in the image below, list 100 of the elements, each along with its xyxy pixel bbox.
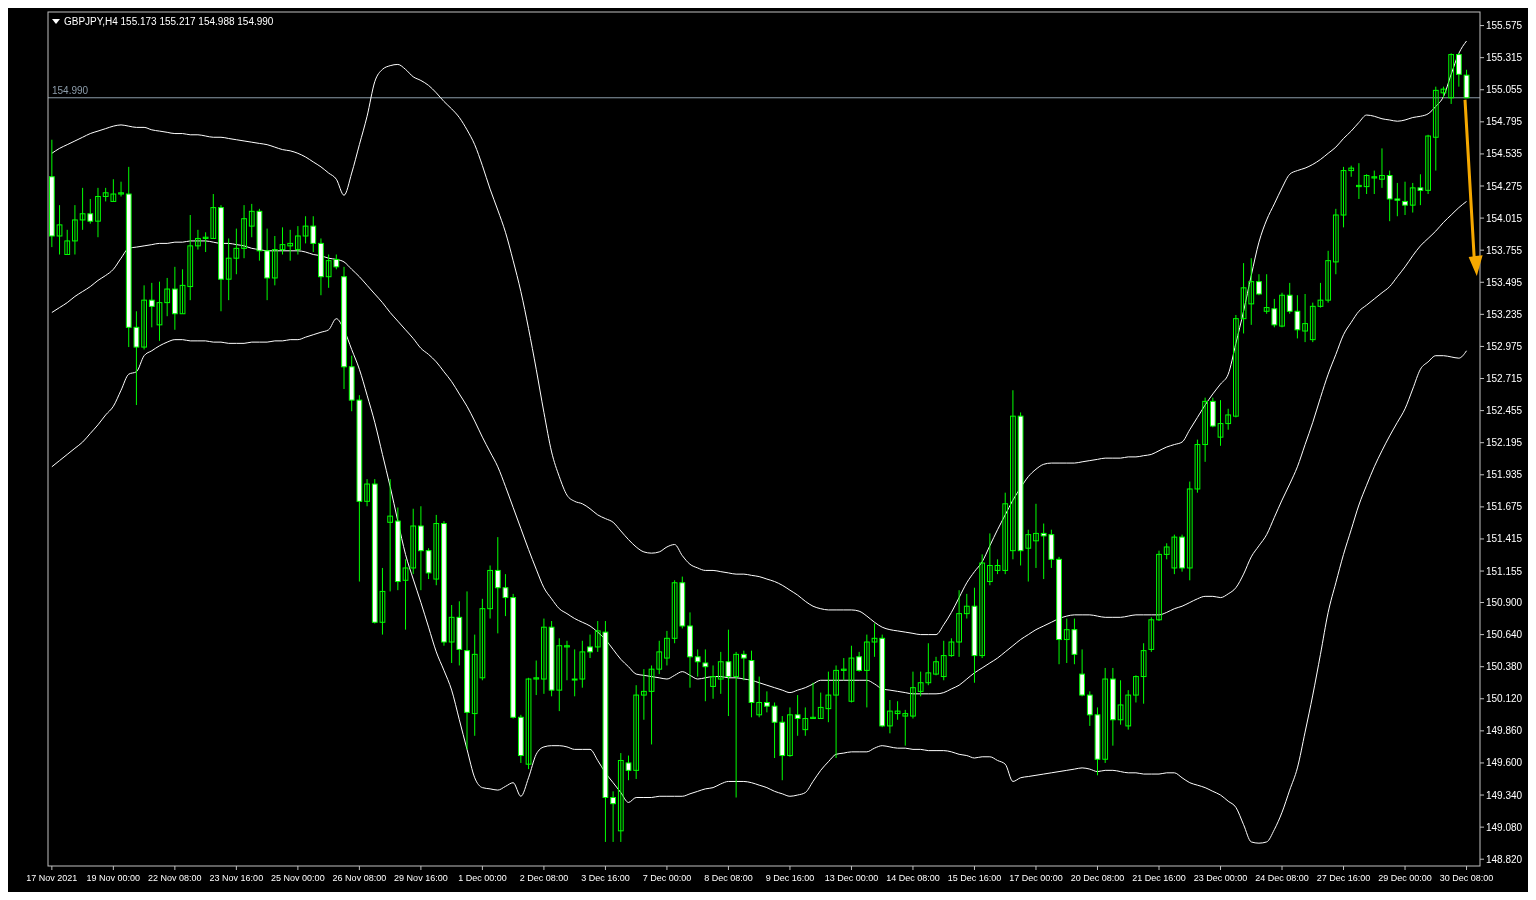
y-tick-label: 150.640 bbox=[1486, 629, 1523, 641]
x-tick-label: 2 Dec 08:00 bbox=[519, 873, 569, 883]
candlestick bbox=[986, 532, 993, 586]
candlestick bbox=[933, 656, 939, 676]
y-tick-label: 150.120 bbox=[1486, 693, 1523, 705]
candlestick bbox=[1325, 250, 1332, 304]
candlestick bbox=[1279, 292, 1285, 328]
y-tick-label: 153.755 bbox=[1486, 244, 1523, 256]
y-tick-label: 155.315 bbox=[1486, 52, 1523, 64]
candlestick bbox=[640, 668, 647, 721]
candlestick bbox=[956, 589, 962, 658]
candlestick bbox=[833, 664, 839, 759]
candlestick bbox=[694, 648, 701, 678]
candlestick bbox=[810, 682, 816, 720]
candlestick bbox=[487, 565, 493, 620]
candlestick bbox=[740, 650, 747, 681]
x-tick-label: 14 Dec 08:00 bbox=[886, 873, 940, 883]
candlestick bbox=[141, 284, 147, 351]
candlestick bbox=[856, 651, 863, 673]
candlestick bbox=[710, 664, 716, 700]
y-tick-label: 151.415 bbox=[1486, 533, 1523, 545]
candlestick bbox=[887, 699, 893, 734]
candlestick bbox=[1079, 648, 1085, 697]
candlestick bbox=[764, 690, 770, 713]
candlestick bbox=[1463, 69, 1470, 99]
candlestick bbox=[1302, 293, 1308, 343]
y-tick-label: 149.860 bbox=[1486, 725, 1523, 737]
x-tick-label: 30 Dec 08:00 bbox=[1439, 873, 1494, 883]
x-tick-label: 19 Nov 00:00 bbox=[86, 873, 141, 883]
x-tick-label: 22 Nov 08:00 bbox=[148, 873, 202, 883]
ref-line-label: 154.990 bbox=[52, 84, 89, 96]
candlestick bbox=[1202, 397, 1209, 463]
y-tick-label: 149.080 bbox=[1486, 821, 1523, 833]
candlestick bbox=[295, 225, 301, 255]
line-series bbox=[51, 40, 1468, 636]
candlestick bbox=[541, 618, 547, 695]
y-tick-label: 154.535 bbox=[1486, 148, 1523, 160]
candlestick bbox=[241, 204, 247, 259]
chart-title: GBPJPY,H4 155.173 155.217 154.988 154.990 bbox=[64, 16, 274, 27]
candlestick bbox=[610, 790, 616, 843]
x-tick-label: 17 Dec 00:00 bbox=[1009, 873, 1063, 883]
y-tick-label: 152.455 bbox=[1486, 405, 1523, 417]
y-tick-label: 149.340 bbox=[1486, 789, 1523, 801]
x-tick-label: 20 Dec 08:00 bbox=[1070, 873, 1125, 883]
candlestick bbox=[1356, 162, 1362, 200]
candlestick bbox=[1033, 503, 1039, 569]
candlestick bbox=[64, 229, 71, 255]
y-tick-label: 149.600 bbox=[1486, 757, 1523, 769]
y-tick-label: 153.235 bbox=[1486, 308, 1523, 320]
y-tick-label: 155.575 bbox=[1486, 20, 1523, 32]
x-tick-label: 24 Dec 08:00 bbox=[1255, 873, 1309, 883]
candlestick bbox=[1010, 389, 1016, 560]
candlestick bbox=[1233, 314, 1239, 418]
y-tick-label: 151.675 bbox=[1486, 501, 1523, 513]
candlestick bbox=[564, 640, 570, 681]
candlestick bbox=[1156, 550, 1162, 622]
x-tick-label: 23 Dec 00:00 bbox=[1193, 873, 1248, 883]
x-tick-label: 29 Dec 00:00 bbox=[1378, 873, 1432, 883]
candlestick bbox=[1140, 642, 1147, 705]
y-tick-label: 150.380 bbox=[1486, 661, 1523, 673]
y-tick-label: 154.275 bbox=[1486, 180, 1523, 192]
x-tick-label: 27 Dec 16:00 bbox=[1316, 873, 1371, 883]
x-tick-label: 15 Dec 16:00 bbox=[947, 873, 1002, 883]
y-tick-label: 148.820 bbox=[1486, 853, 1523, 865]
candlestick bbox=[118, 181, 124, 197]
y-tick-label: 152.975 bbox=[1486, 340, 1523, 352]
candlestick bbox=[72, 204, 78, 255]
candlestick bbox=[910, 671, 916, 720]
y-tick-label: 152.195 bbox=[1486, 437, 1523, 449]
x-tick-label: 13 Dec 00:00 bbox=[824, 873, 879, 883]
x-tick-label: 17 Nov 2021 bbox=[26, 873, 78, 883]
candlestick bbox=[1133, 674, 1139, 703]
x-tick-label: 9 Dec 16:00 bbox=[765, 873, 815, 883]
candlestick bbox=[787, 706, 793, 758]
x-tick-label: 1 Dec 00:00 bbox=[458, 873, 507, 883]
candlestick bbox=[1455, 52, 1462, 88]
candlestick bbox=[587, 634, 593, 659]
y-tick-label: 153.495 bbox=[1486, 276, 1523, 288]
y-tick-label: 154.795 bbox=[1486, 116, 1523, 128]
x-tick-label: 23 Nov 16:00 bbox=[209, 873, 264, 883]
y-tick-label: 150.900 bbox=[1486, 597, 1523, 609]
candlestick bbox=[195, 229, 201, 251]
x-tick-label: 21 Dec 16:00 bbox=[1132, 873, 1186, 883]
x-tick-label: 7 Dec 00:00 bbox=[642, 873, 692, 883]
x-tick-label: 3 Dec 16:00 bbox=[581, 873, 630, 883]
y-tick-label: 151.935 bbox=[1486, 469, 1523, 481]
y-tick-label: 154.015 bbox=[1486, 212, 1523, 224]
candlestick bbox=[1402, 181, 1408, 216]
candlestick bbox=[95, 187, 101, 238]
y-tick-label: 155.055 bbox=[1486, 84, 1523, 96]
x-tick-label: 29 Nov 16:00 bbox=[394, 873, 448, 883]
y-tick-label: 152.715 bbox=[1486, 373, 1523, 385]
x-tick-label: 8 Dec 08:00 bbox=[704, 873, 753, 883]
candlestick bbox=[1148, 616, 1155, 653]
candlestick bbox=[364, 478, 370, 507]
x-tick-label: 26 Nov 08:00 bbox=[332, 873, 387, 883]
candlestick bbox=[733, 651, 740, 799]
candlestick bbox=[387, 478, 394, 592]
candlestick bbox=[1379, 147, 1385, 189]
candlestick bbox=[664, 630, 670, 666]
